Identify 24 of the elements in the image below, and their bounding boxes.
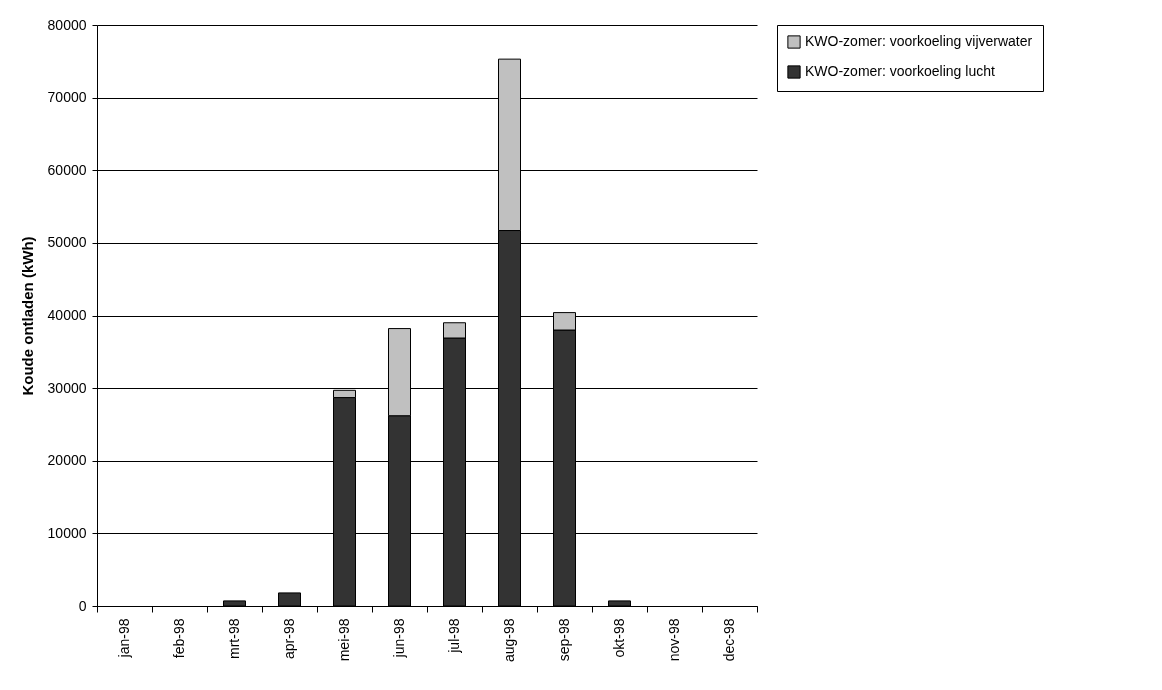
x-tick-label: apr-98 xyxy=(281,618,297,659)
x-tick-label: mrt-98 xyxy=(226,618,242,659)
x-tick-label: mei-98 xyxy=(336,618,352,662)
x-tick-label: jan-98 xyxy=(116,618,132,659)
y-tick-label: 80000 xyxy=(47,16,87,33)
y-axis-title: Koude ontladen (kWh) xyxy=(18,236,36,396)
x-tick-label: jul-98 xyxy=(446,618,462,654)
x-tick-label: feb-98 xyxy=(171,618,187,659)
x-tick-label: dec-98 xyxy=(721,618,737,662)
x-tick-label: nov-98 xyxy=(666,618,682,662)
legend-label: KWO-zomer: voorkoeling vijverwater xyxy=(805,33,1033,49)
y-tick-label: 10000 xyxy=(47,524,87,541)
legend-label: KWO-zomer: voorkoeling lucht xyxy=(805,63,995,79)
x-tick-label: sep-98 xyxy=(556,618,572,662)
y-tick-label: 20000 xyxy=(47,452,87,469)
y-tick-label: 40000 xyxy=(47,307,87,323)
x-tick-label: okt-98 xyxy=(611,618,627,658)
y-tick-label: 60000 xyxy=(47,161,87,178)
y-tick-label: 70000 xyxy=(47,89,87,106)
x-tick-label: aug-98 xyxy=(501,618,517,663)
y-tick-label: 50000 xyxy=(47,234,87,251)
y-tick-label: 30000 xyxy=(47,379,87,396)
y-tick-label: 0 xyxy=(78,597,87,614)
x-tick-label: jun-98 xyxy=(391,618,407,659)
